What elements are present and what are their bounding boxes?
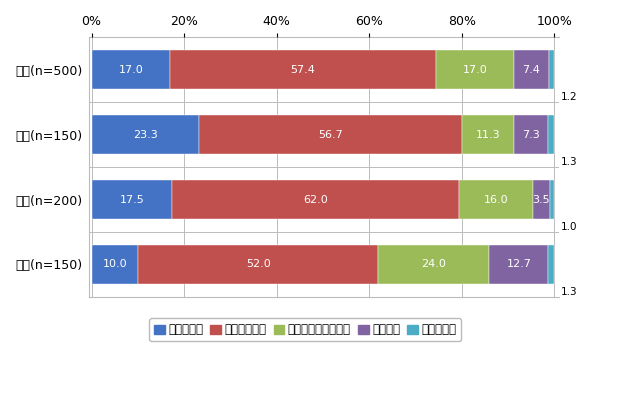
Bar bbox=[170, 50, 436, 89]
Bar bbox=[548, 50, 554, 89]
Bar bbox=[199, 115, 462, 154]
Text: 1.3: 1.3 bbox=[561, 287, 578, 297]
Bar bbox=[548, 245, 554, 284]
Text: 57.4: 57.4 bbox=[291, 65, 315, 74]
Bar bbox=[92, 180, 172, 219]
Bar bbox=[514, 50, 548, 89]
Text: 17.5: 17.5 bbox=[120, 195, 144, 204]
Legend: とても満足, まあまあ満足, どちらともいえない, やや不満, とても不満: とても満足, まあまあ満足, どちらともいえない, やや不満, とても不満 bbox=[149, 318, 461, 341]
Bar bbox=[534, 180, 550, 219]
Text: 23.3: 23.3 bbox=[133, 130, 158, 139]
Text: 56.7: 56.7 bbox=[318, 130, 343, 139]
Text: 12.7: 12.7 bbox=[506, 260, 531, 269]
Text: 16.0: 16.0 bbox=[484, 195, 509, 204]
Bar bbox=[489, 245, 548, 284]
Text: 3.5: 3.5 bbox=[533, 195, 550, 204]
Text: 10.0: 10.0 bbox=[102, 260, 127, 269]
Text: 7.4: 7.4 bbox=[522, 65, 540, 74]
Bar bbox=[138, 245, 378, 284]
Text: 62.0: 62.0 bbox=[303, 195, 328, 204]
Text: 1.2: 1.2 bbox=[561, 92, 578, 102]
Bar bbox=[92, 245, 138, 284]
Text: 17.0: 17.0 bbox=[462, 65, 487, 74]
Bar bbox=[378, 245, 489, 284]
Text: 7.3: 7.3 bbox=[522, 130, 540, 139]
Bar bbox=[548, 115, 553, 154]
Text: 11.3: 11.3 bbox=[475, 130, 500, 139]
Bar bbox=[92, 50, 170, 89]
Bar bbox=[459, 180, 534, 219]
Text: 1.0: 1.0 bbox=[561, 222, 578, 232]
Text: 24.0: 24.0 bbox=[421, 260, 446, 269]
Bar bbox=[436, 50, 514, 89]
Bar bbox=[550, 180, 554, 219]
Text: 1.3: 1.3 bbox=[561, 157, 578, 167]
Text: 52.0: 52.0 bbox=[246, 260, 270, 269]
Bar bbox=[172, 180, 459, 219]
Text: 17.0: 17.0 bbox=[119, 65, 144, 74]
Bar bbox=[514, 115, 548, 154]
Bar bbox=[92, 115, 199, 154]
Bar bbox=[462, 115, 514, 154]
